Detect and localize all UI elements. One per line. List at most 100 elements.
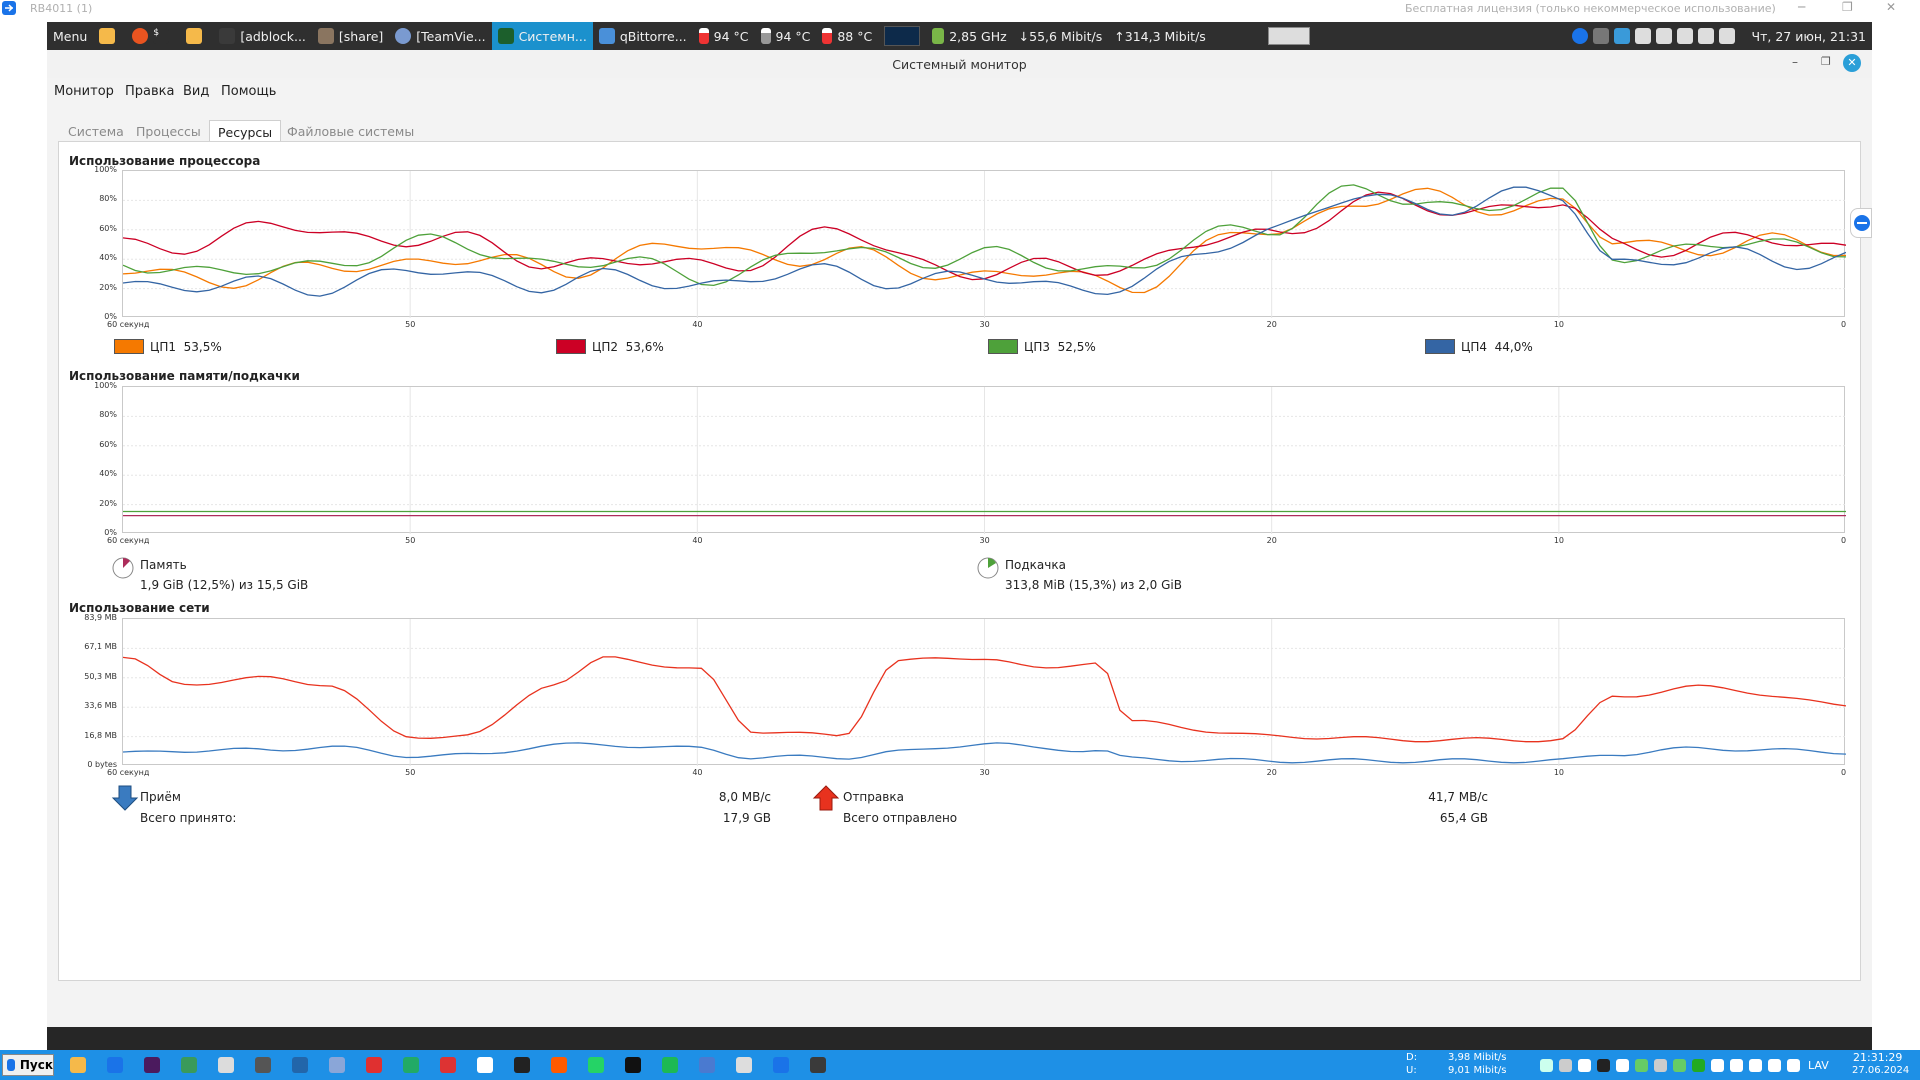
tray-icon[interactable] [1711,1059,1724,1072]
tray-icon[interactable] [1635,1059,1648,1072]
titlebar[interactable]: Системный монитор – ❐ ✕ [47,50,1872,78]
tray-icon[interactable] [1768,1059,1781,1072]
menu-view[interactable]: Вид [183,84,210,99]
taskbar-app-icon[interactable] [810,1057,826,1073]
thermometer-icon [760,28,771,44]
tray-icon[interactable] [1540,1059,1553,1072]
language-indicator[interactable]: LAV [1808,1059,1829,1072]
bluetooth-icon[interactable] [1592,28,1609,44]
taskbar-app-icon[interactable] [773,1057,789,1073]
folder-launcher[interactable] [180,22,213,50]
minimize-icon[interactable]: ─ [1798,0,1806,14]
task-qbittorrent[interactable]: qBittorre... [593,22,693,50]
task-teamviewer[interactable]: [TeamVie... [389,22,491,50]
taskbar-app-icon[interactable] [588,1057,604,1073]
legend-cpu1[interactable]: ЦП1 53,5% [114,339,222,354]
task-adblock[interactable]: [adblock... [213,22,312,50]
y-tick-label: 33,6 MB [84,701,117,711]
clipboard-icon[interactable] [1634,28,1651,44]
tab-resources[interactable]: Ресурсы [209,120,282,142]
cpu1-swatch[interactable] [114,339,144,354]
files-launcher[interactable] [93,22,126,50]
taskbar-app-icon[interactable] [514,1057,530,1073]
taskbar-time[interactable]: 21:31:29 [1853,1051,1903,1064]
tray-icon[interactable] [1654,1059,1667,1072]
taskbar-date[interactable]: 27.06.2024 [1852,1065,1910,1076]
taskbar-app-icon[interactable] [144,1057,160,1073]
tab-filesystems[interactable]: Файловые системы [287,124,415,139]
teamviewer-icon[interactable] [2,1,16,15]
tray-icon[interactable] [1559,1059,1572,1072]
menu-button[interactable]: Menu [47,22,93,50]
cpu-graph-applet[interactable] [878,22,926,50]
teamviewer-side-tab[interactable] [1850,208,1872,238]
start-button[interactable]: Пуск [2,1054,54,1076]
receive-arrow-icon[interactable] [111,784,139,812]
taskbar-app-icon[interactable] [551,1057,567,1073]
cpu2-swatch[interactable] [556,339,586,354]
workspace-switcher[interactable] [1262,22,1316,50]
close-icon[interactable]: ✕ [1886,0,1897,14]
tray-icon[interactable] [1578,1059,1591,1072]
x-tick-label: 30 [979,768,990,777]
send-arrow-icon[interactable] [812,784,840,812]
taskbar-app-icon[interactable] [403,1057,419,1073]
receive-label: Приём [140,790,181,804]
menu-help[interactable]: Помощь [221,84,277,99]
license-text: Бесплатная лицензия (только некоммерческ… [1405,2,1776,15]
taskbar-app-icon[interactable] [107,1057,123,1073]
tray-icon[interactable] [1692,1059,1705,1072]
app-launcher[interactable]: $ [126,22,180,50]
taskbar-app-icon[interactable] [329,1057,345,1073]
y-tick-label: 0% [104,312,117,321]
send-label: Отправка [843,790,904,804]
taskbar-app-icon[interactable] [366,1057,382,1073]
cpu3-swatch[interactable] [988,339,1018,354]
taskbar-app-icon[interactable] [662,1057,678,1073]
task-system-monitor[interactable]: Системн... [491,22,593,50]
taskbar-app-icon[interactable] [70,1057,86,1073]
tab-processes[interactable]: Процессы [136,124,201,139]
legend-cpu3[interactable]: ЦП3 52,5% [988,339,1096,354]
update-icon[interactable] [1676,28,1693,44]
teamviewer-tray-icon[interactable] [1571,28,1588,44]
tray-icon[interactable] [1673,1059,1686,1072]
clock-value: Чт, 27 июн, 21:31 [1751,28,1866,44]
tray-icon[interactable] [1749,1059,1762,1072]
y-tick-label: 0% [104,528,117,537]
taskbar-app-icon[interactable] [625,1057,641,1073]
menu-monitor[interactable]: Монитор [54,84,114,99]
taskbar-app-icon[interactable] [292,1057,308,1073]
tray-icon[interactable] [1616,1059,1629,1072]
taskbar-app-icon[interactable] [477,1057,493,1073]
menu-edit[interactable]: Правка [125,84,175,99]
swap-pie-icon[interactable] [976,556,1000,580]
tray-icon[interactable] [1597,1059,1610,1072]
taskbar-app-icon[interactable] [699,1057,715,1073]
minimize-icon[interactable]: – [1792,55,1798,69]
cpu4-swatch[interactable] [1425,339,1455,354]
taskbar-app-icon[interactable] [181,1057,197,1073]
taskbar-app-icon[interactable] [440,1057,456,1073]
maximize-icon[interactable]: ❐ [1821,55,1831,68]
taskbar-app-icon[interactable] [255,1057,271,1073]
battery-icon[interactable] [1697,28,1714,44]
legend-cpu4[interactable]: ЦП4 44,0% [1425,339,1533,354]
task-share[interactable]: [share] [312,22,389,50]
cloud-icon[interactable] [1613,28,1630,44]
notes-icon[interactable] [1655,28,1672,44]
tray-icon[interactable] [1730,1059,1743,1072]
volume-icon[interactable] [1718,28,1735,44]
app-icon [132,28,149,44]
legend-cpu2[interactable]: ЦП2 53,6% [556,339,664,354]
tab-system[interactable]: Система [68,124,124,139]
maximize-icon[interactable]: ❐ [1842,0,1853,14]
x-tick-label: 60 секунд [107,768,150,777]
send-rate: 41,7 MB/с [1428,790,1488,804]
close-icon[interactable]: ✕ [1843,54,1861,72]
memory-pie-icon[interactable] [111,556,135,580]
taskbar-app-icon[interactable] [218,1057,234,1073]
taskbar-app-icon[interactable] [736,1057,752,1073]
clock[interactable]: Чт, 27 июн, 21:31 [1746,22,1872,50]
tray-icon[interactable] [1787,1059,1800,1072]
